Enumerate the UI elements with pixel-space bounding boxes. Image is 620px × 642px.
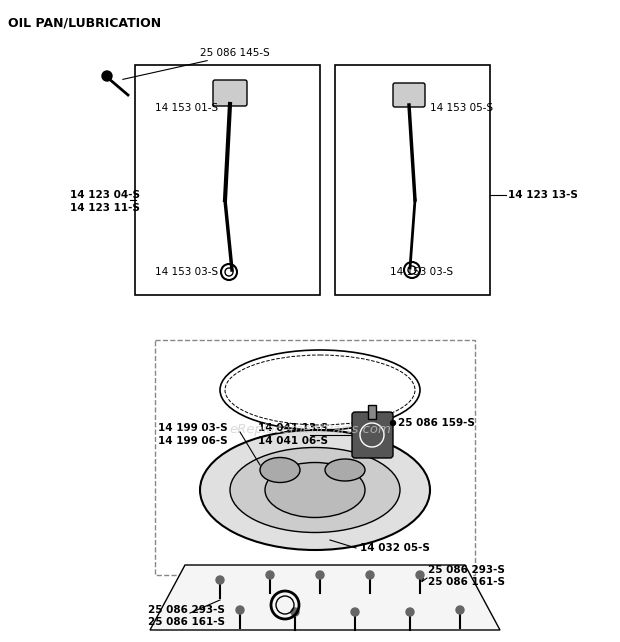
Circle shape [456, 606, 464, 614]
Text: 25 086 159-S: 25 086 159-S [398, 418, 475, 428]
Polygon shape [150, 565, 500, 630]
Circle shape [416, 571, 424, 579]
FancyBboxPatch shape [393, 83, 425, 107]
Text: 25 086 161-S: 25 086 161-S [428, 577, 505, 587]
Circle shape [266, 571, 274, 579]
Circle shape [236, 606, 244, 614]
Text: 14 153 03-S: 14 153 03-S [390, 267, 453, 277]
Text: eReplacementParts.com: eReplacementParts.com [229, 424, 391, 437]
Text: 14 123 11-S: 14 123 11-S [70, 203, 140, 213]
Text: 14 153 05-S: 14 153 05-S [430, 103, 493, 113]
Text: 14 153 03-S: 14 153 03-S [155, 267, 218, 277]
Text: 25 086 161-S: 25 086 161-S [148, 617, 225, 627]
Text: 25 086 293-S: 25 086 293-S [428, 565, 505, 575]
Bar [135, 65, 320, 295]
Bar [368, 405, 376, 419]
Circle shape [316, 571, 324, 579]
Ellipse shape [265, 462, 365, 517]
Text: 14 041 06-S: 14 041 06-S [258, 436, 328, 446]
Text: 14 032 05-S: 14 032 05-S [360, 543, 430, 553]
Text: 25 086 293-S: 25 086 293-S [148, 605, 225, 615]
Text: 14 041 13-S: 14 041 13-S [258, 423, 328, 433]
Text: 14 199 06-S: 14 199 06-S [158, 436, 228, 446]
Bar [335, 65, 490, 295]
Text: OIL PAN/LUBRICATION: OIL PAN/LUBRICATION [8, 16, 161, 29]
Circle shape [102, 71, 112, 81]
Circle shape [216, 576, 224, 584]
Circle shape [291, 608, 299, 616]
Ellipse shape [200, 430, 430, 550]
Ellipse shape [230, 447, 400, 532]
Text: 14 199 03-S: 14 199 03-S [158, 423, 228, 433]
Text: 14 123 04-S: 14 123 04-S [70, 190, 140, 200]
Circle shape [351, 608, 359, 616]
Circle shape [366, 571, 374, 579]
Text: 14 123 13-S: 14 123 13-S [508, 190, 578, 200]
Circle shape [391, 421, 396, 426]
FancyBboxPatch shape [352, 412, 393, 458]
Circle shape [406, 608, 414, 616]
Text: 14 153 01-S: 14 153 01-S [155, 103, 218, 113]
Bar [155, 340, 475, 575]
Ellipse shape [260, 458, 300, 483]
Ellipse shape [325, 459, 365, 481]
FancyBboxPatch shape [213, 80, 247, 106]
Text: 25 086 145-S: 25 086 145-S [200, 48, 270, 58]
